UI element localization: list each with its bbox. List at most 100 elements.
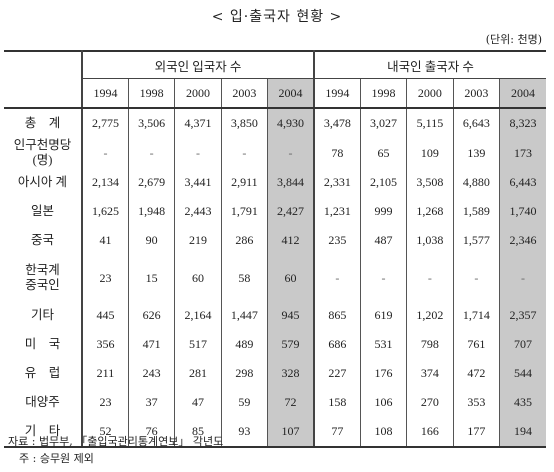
table-cell: 2,357 — [499, 301, 546, 330]
table-cell: 41 — [80, 226, 129, 255]
table-cell: 281 — [174, 359, 222, 388]
table-cell: 3,478 — [312, 108, 361, 138]
row-label: 중국 — [30, 233, 54, 247]
table-cell: 270 — [406, 388, 454, 417]
table-cell: 72 — [267, 388, 314, 417]
notes: 자료 : 법무부, 「출입국관리통계연보」 각년도 주 : 승무원 제외 — [8, 433, 223, 467]
table-cell: 235 — [312, 226, 361, 255]
table-cell: 999 — [359, 197, 407, 226]
table-cell: 472 — [452, 359, 500, 388]
table-cell: 219 — [174, 226, 222, 255]
table-cell: 90 — [127, 226, 175, 255]
table-cell: 78 — [312, 138, 361, 168]
table-cell: 3,506 — [127, 108, 175, 138]
table-cell: 374 — [406, 359, 454, 388]
row-label: 인구천명당(명) — [13, 138, 72, 167]
year-header: 1994 — [312, 78, 361, 109]
source-note: 자료 : 법무부, 「출입국관리통계연보」 각년도 — [8, 435, 224, 448]
table-cell: 1,625 — [80, 197, 129, 226]
table-cell: 798 — [406, 330, 454, 359]
table-cell: 77 — [312, 417, 361, 448]
table-cell: 2,679 — [127, 168, 175, 197]
table-cell: 47 — [174, 388, 222, 417]
table-cell: 445 — [80, 301, 129, 330]
table-cell: 1,231 — [312, 197, 361, 226]
table-cell: - — [406, 255, 454, 301]
table-cell: 2,134 — [80, 168, 129, 197]
table-cell: - — [174, 138, 222, 168]
table-cell: 2,443 — [174, 197, 222, 226]
table-cell: 286 — [220, 226, 268, 255]
table-cell: 2,164 — [174, 301, 222, 330]
table-cell: 686 — [312, 330, 361, 359]
table-cell: 173 — [499, 138, 546, 168]
row-label: 유 럽 — [24, 366, 61, 380]
table-cell: 4,930 — [267, 108, 314, 138]
table-cell: 5,115 — [406, 108, 454, 138]
table-row: 미 국 356 471 517 489 579 686 531 798 761 707 — [4, 330, 546, 359]
table-cell: 435 — [499, 388, 546, 417]
table-cell: 8,323 — [499, 108, 546, 138]
table-cell: 412 — [267, 226, 314, 255]
year-header: 2004 — [499, 78, 546, 109]
table-cell: 3,850 — [220, 108, 268, 138]
table-cell: 139 — [452, 138, 500, 168]
table-cell: 227 — [312, 359, 361, 388]
year-header: 1994 — [80, 78, 129, 109]
header-corner — [4, 51, 82, 79]
table-row: 기타 445 626 2,164 1,447 945 865 619 1,202 1,714 2,3… — [4, 301, 546, 330]
table-cell: - — [267, 138, 314, 168]
table-cell: 1,202 — [406, 301, 454, 330]
table-cell: 619 — [359, 301, 407, 330]
year-header: 1998 — [127, 78, 175, 109]
table-cell: - — [220, 138, 268, 168]
table-cell: 106 — [359, 388, 407, 417]
table-cell: 579 — [267, 330, 314, 359]
table-cell: 3,844 — [267, 168, 314, 197]
table-cell: 59 — [220, 388, 268, 417]
table-cell: 2,346 — [499, 226, 546, 255]
table-cell: 3,027 — [359, 108, 407, 138]
group-header-korean-departure: 내국인 출국자 수 — [312, 51, 546, 79]
row-label: 일본 — [30, 204, 54, 218]
table-cell: 1,948 — [127, 197, 175, 226]
table-cell: 626 — [127, 301, 175, 330]
unit-label: (단위: 천명) — [485, 33, 542, 46]
table-cell: 23 — [80, 255, 129, 301]
row-label: 대양주 — [25, 395, 60, 409]
group-header-foreign-entry: 외국인 입국자 수 — [81, 51, 314, 79]
row-label: 미 국 — [24, 337, 61, 351]
table-cell: 1,714 — [452, 301, 500, 330]
row-label: 총 계 — [24, 116, 61, 130]
table-cell: 2,427 — [267, 197, 314, 226]
table-cell: 23 — [80, 388, 129, 417]
table-cell: 60 — [174, 255, 222, 301]
table-cell: 4,371 — [174, 108, 222, 138]
table-cell: 158 — [312, 388, 361, 417]
table-cell: 85 — [174, 417, 222, 448]
table-row: 아시아 계 2,134 2,679 3,441 2,911 3,844 2,331 2,105… — [4, 168, 546, 197]
year-header: 2003 — [452, 78, 500, 109]
table-cell: 177 — [452, 417, 500, 448]
table-cell: 2,911 — [220, 168, 268, 197]
table-cell: 1,791 — [220, 197, 268, 226]
table-cell: 107 — [267, 417, 314, 448]
table-cell: 58 — [220, 255, 268, 301]
table-cell: 1,740 — [499, 197, 546, 226]
table-cell: 707 — [499, 330, 546, 359]
row-label: 아시아 계 — [17, 175, 68, 189]
table-cell: 328 — [267, 359, 314, 388]
table-cell: - — [359, 255, 407, 301]
table-row: 유 럽 211 243 281 298 328 227 176 374 472 544 — [4, 359, 546, 388]
table-cell: 2,331 — [312, 168, 361, 197]
table-cell: 471 — [127, 330, 175, 359]
row-label: 기 타 — [4, 417, 82, 448]
footnote: 주 : 승무원 제외 — [8, 452, 94, 465]
table-cell: 37 — [127, 388, 175, 417]
table-cell: 108 — [359, 417, 407, 448]
table-cell: 4,880 — [452, 168, 500, 197]
table-row: 한국계 중국인 23 15 60 58 60- - - - - — [4, 255, 546, 301]
immigration-table: 외국인 입국자 수 내국인 출국자 수 1994 1998 2000 2003 2004… — [4, 50, 546, 448]
table-cell: 65 — [359, 138, 407, 168]
table-row: 일본 1,625 1,948 2,443 1,791 2,427 1,231 999 1,268… — [4, 197, 546, 226]
